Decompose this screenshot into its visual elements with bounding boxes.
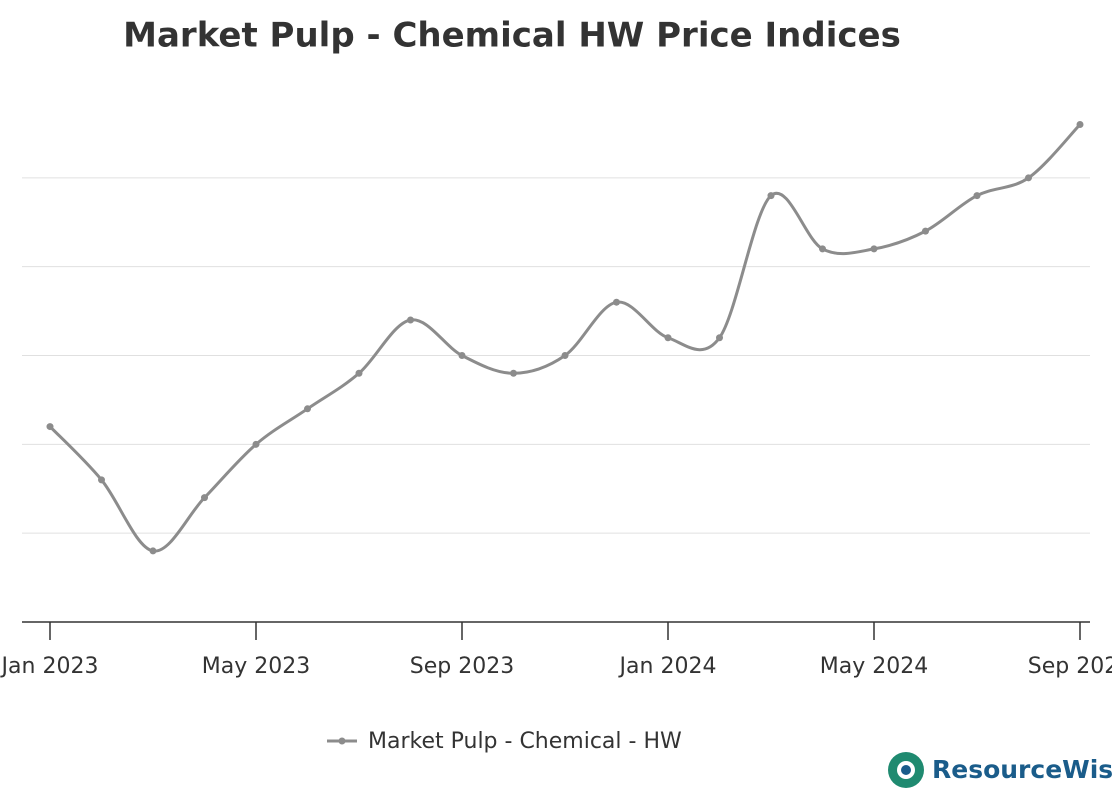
data-point [252, 440, 260, 448]
x-tick-label: Jan 2024 [618, 654, 717, 679]
data-point [355, 369, 363, 377]
legend-label: Market Pulp - Chemical - HW [368, 729, 682, 754]
data-point [664, 334, 672, 342]
logo-icon-core [901, 765, 911, 775]
legend-marker [338, 737, 346, 745]
x-tick-label: Sep 2024 [1028, 654, 1112, 679]
series-line [48, 123, 1082, 553]
data-point [716, 334, 723, 342]
data-point [149, 547, 157, 555]
data-point [767, 192, 775, 200]
data-point [613, 298, 620, 306]
data-point [98, 476, 105, 484]
data-point [201, 494, 208, 502]
x-tick-label: Sep 2023 [410, 654, 514, 679]
x-tick-label: May 2023 [202, 654, 310, 679]
data-point [561, 352, 569, 359]
data-point [46, 423, 54, 431]
data-point [407, 316, 414, 324]
data-point [458, 352, 466, 359]
chart-title: Market Pulp - Chemical HW Price Indices [123, 16, 901, 56]
x-tick-label: Jan 2023 [0, 654, 98, 679]
data-point [304, 405, 311, 413]
logo-text: ResourceWise [932, 755, 1112, 784]
data-point [510, 369, 517, 377]
data-point [973, 192, 981, 200]
data-point [1076, 121, 1084, 129]
x-tick-label: May 2024 [820, 654, 928, 679]
data-point [1025, 174, 1032, 182]
data-point [922, 227, 929, 235]
logo: ResourceWise [888, 752, 1112, 788]
data-point [819, 245, 826, 253]
data-point [870, 245, 878, 253]
